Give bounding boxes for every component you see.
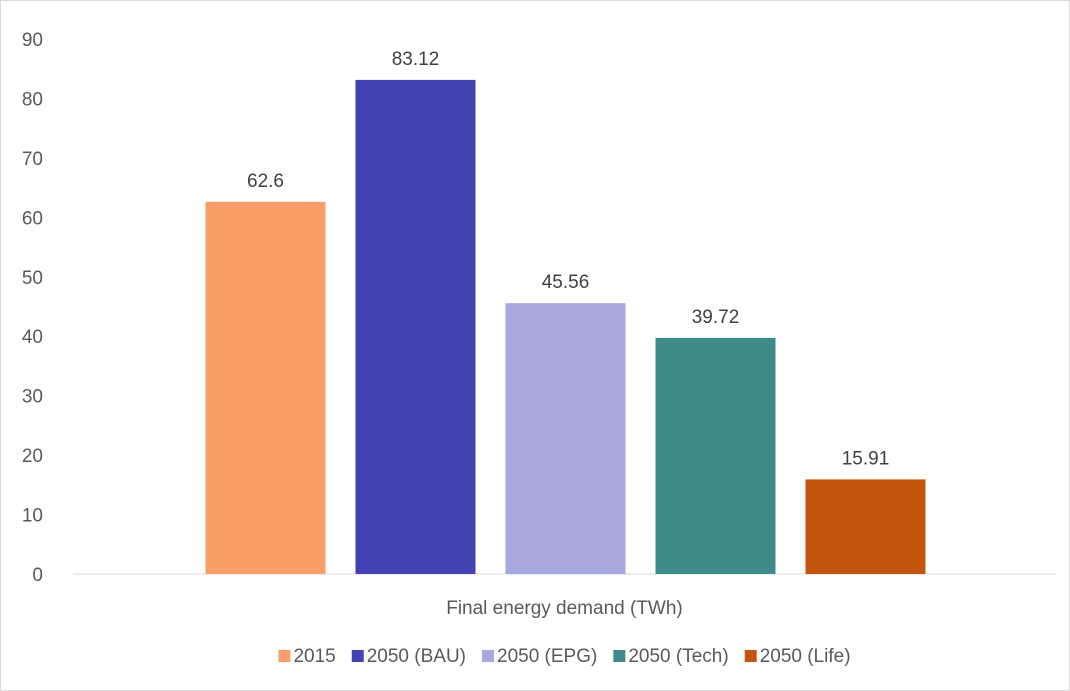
legend-swatch-2050-tech	[613, 650, 626, 662]
bar-2050-tech	[655, 337, 776, 574]
legend-label-2050-life: 2050 (Life)	[760, 646, 851, 667]
bar-2050-epg	[505, 303, 626, 574]
y-tick-label: 80	[22, 89, 43, 110]
y-tick-label: 90	[22, 30, 43, 51]
y-tick-label: 60	[22, 208, 43, 229]
bar-2050-life	[805, 479, 926, 574]
y-axis-ticks: 0 10 20 30 40 50 60 70 80 90	[22, 30, 43, 586]
bar-2050-bau	[355, 79, 476, 575]
y-tick-label: 40	[22, 327, 43, 348]
bar-2015	[205, 201, 326, 574]
legend-swatch-2015	[278, 650, 291, 662]
legend-label-2015: 2015	[293, 646, 335, 667]
bars	[205, 79, 926, 575]
data-label: 15.91	[842, 448, 890, 469]
y-tick-label: 50	[22, 268, 43, 289]
y-tick-label: 10	[22, 506, 43, 527]
y-tick-label: 70	[22, 149, 43, 170]
legend-swatch-2050-bau	[351, 650, 364, 662]
legend-swatch-2050-epg	[482, 650, 495, 662]
legend: 2015 2050 (BAU) 2050 (EPG) 2050 (Tech) 2050 …	[278, 646, 851, 667]
legend-label-2050-epg: 2050 (EPG)	[497, 646, 597, 667]
legend-label-2050-bau: 2050 (BAU)	[367, 646, 466, 667]
y-tick-label: 0	[32, 565, 43, 586]
x-axis-title: Final energy demand (TWh)	[446, 598, 683, 619]
data-label: 83.12	[392, 49, 440, 70]
data-label: 39.72	[692, 307, 740, 328]
data-label: 45.56	[542, 272, 590, 293]
y-tick-label: 30	[22, 387, 43, 408]
data-label: 62.6	[247, 171, 284, 192]
legend-label-2050-tech: 2050 (Tech)	[628, 646, 728, 667]
data-labels: 62.6 83.12 45.56 39.72 15.91	[247, 49, 889, 470]
y-tick-label: 20	[22, 446, 43, 467]
legend-swatch-2050-life	[744, 650, 757, 662]
